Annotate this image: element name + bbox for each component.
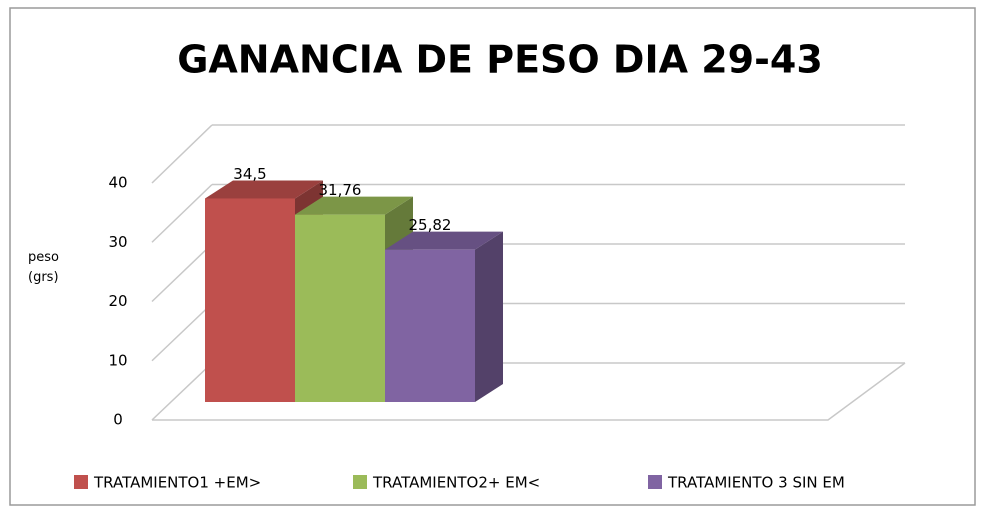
data-label: 25,82 (409, 216, 452, 234)
bar (205, 198, 295, 402)
y-axis-label: peso (grs) (28, 250, 59, 285)
bar (295, 214, 385, 402)
bar-side (475, 231, 503, 402)
side-grid-line (151, 124, 213, 184)
bar-top (295, 196, 413, 215)
chart-title: GANANCIA DE PESO DIA 29-43 (177, 38, 823, 82)
legend-label: TRATAMIENTO 3 SIN EM (667, 474, 845, 492)
legend-swatch (74, 475, 88, 489)
y-tick-label: 10 (108, 351, 127, 369)
data-label: 34,5 (233, 165, 266, 183)
legend-label: TRATAMIENTO2+ EM< (372, 474, 540, 492)
side-grid-line (151, 183, 213, 243)
data-label: 31,76 (319, 181, 362, 199)
bar-top (205, 180, 323, 199)
bar (385, 249, 475, 402)
bar-top (385, 231, 503, 250)
side-grid-line (151, 302, 213, 362)
y-tick-label: 30 (108, 233, 127, 251)
y-tick-label: 0 (113, 411, 123, 429)
legend-label: TRATAMIENTO1 +EM> (93, 474, 261, 492)
legend-swatch (648, 475, 662, 489)
side-grid-line (151, 243, 213, 303)
legend-swatch (353, 475, 367, 489)
side-grid-line (151, 362, 213, 421)
y-tick-label: 40 (108, 174, 127, 192)
y-tick-label: 20 (108, 292, 127, 310)
floor (152, 362, 906, 421)
